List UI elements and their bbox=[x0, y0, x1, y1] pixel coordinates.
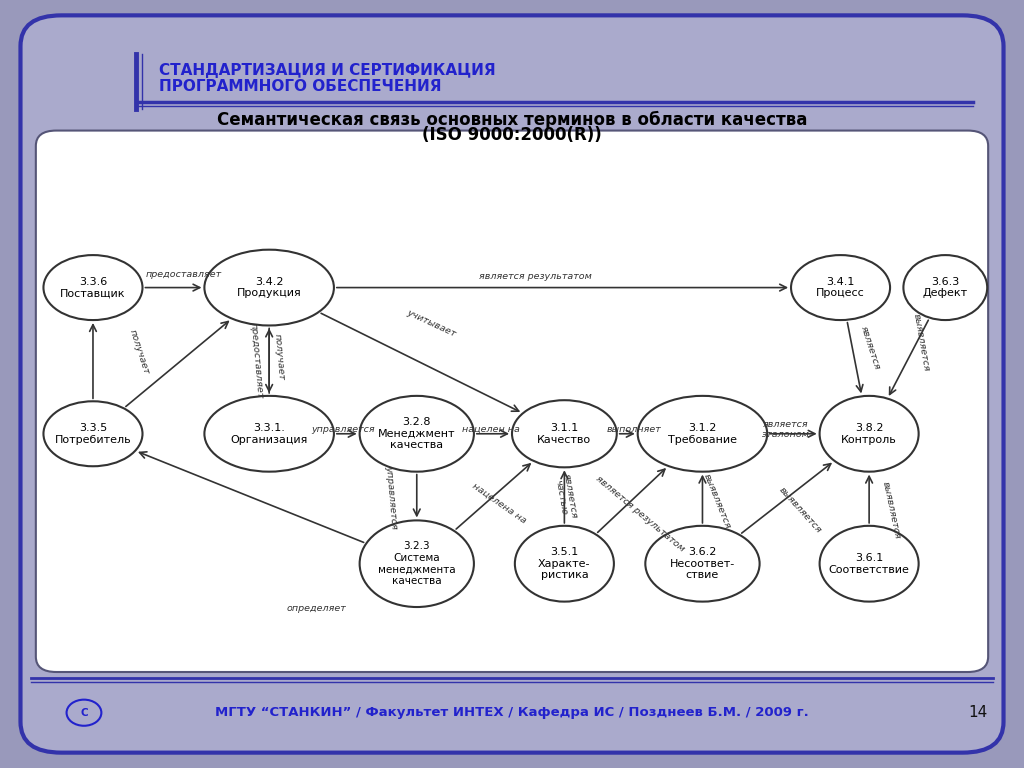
Text: выявляется: выявляется bbox=[777, 486, 823, 535]
Text: 3.1.2
Требование: 3.1.2 Требование bbox=[668, 423, 737, 445]
Text: управляется: управляется bbox=[311, 425, 375, 434]
Text: Семантическая связь основных терминов в области качества: Семантическая связь основных терминов в … bbox=[217, 111, 807, 129]
Text: является
частью: является частью bbox=[552, 472, 579, 521]
Ellipse shape bbox=[43, 255, 142, 320]
Ellipse shape bbox=[512, 400, 616, 468]
Text: выявляется: выявляется bbox=[912, 313, 931, 372]
Text: МГТУ “СТАНКИН” / Факультет ИНТЕХ / Кафедра ИС / Позднеев Б.М. / 2009 г.: МГТУ “СТАНКИН” / Факультет ИНТЕХ / Кафед… bbox=[215, 707, 809, 719]
FancyBboxPatch shape bbox=[20, 15, 1004, 753]
Text: 3.1.1
Качество: 3.1.1 Качество bbox=[538, 423, 592, 445]
Text: предоставляет: предоставляет bbox=[145, 270, 221, 279]
Text: выявляется: выявляется bbox=[881, 481, 901, 541]
Text: является результатом: является результатом bbox=[595, 474, 687, 553]
Text: учитывает: учитывает bbox=[406, 307, 457, 338]
Ellipse shape bbox=[359, 521, 474, 607]
Text: 3.8.2
Контроль: 3.8.2 Контроль bbox=[842, 423, 897, 445]
Text: 3.6.3
Дефект: 3.6.3 Дефект bbox=[923, 276, 968, 299]
Text: управляется: управляется bbox=[384, 465, 398, 530]
Text: 14: 14 bbox=[969, 705, 987, 720]
Text: выявляется: выявляется bbox=[701, 472, 732, 530]
Text: 3.6.2
Несоответ-
ствие: 3.6.2 Несоответ- ствие bbox=[670, 547, 735, 581]
Text: выполняет: выполняет bbox=[606, 425, 662, 434]
Text: 3.3.5
Потребитель: 3.3.5 Потребитель bbox=[54, 423, 131, 445]
Ellipse shape bbox=[638, 396, 767, 472]
Ellipse shape bbox=[903, 255, 987, 320]
Text: нацелен на: нацелен на bbox=[462, 425, 520, 434]
FancyBboxPatch shape bbox=[36, 131, 988, 672]
Ellipse shape bbox=[515, 526, 614, 601]
Text: нацелена на: нацелена на bbox=[471, 481, 528, 525]
Text: 3.2.8
Менеджмент
качества: 3.2.8 Менеджмент качества bbox=[378, 417, 456, 450]
Text: 3.3.1.
Организация: 3.3.1. Организация bbox=[230, 423, 308, 445]
Text: C: C bbox=[80, 707, 88, 718]
Text: 3.6.1
Соответствие: 3.6.1 Соответствие bbox=[828, 553, 909, 574]
Text: является результатом: является результатом bbox=[479, 272, 592, 281]
Text: получает: получает bbox=[127, 328, 151, 375]
Text: 3.5.1
Характе-
ристика: 3.5.1 Характе- ристика bbox=[539, 547, 591, 581]
Ellipse shape bbox=[205, 396, 334, 472]
Ellipse shape bbox=[359, 396, 474, 472]
Text: (ISO 9000:2000(R)): (ISO 9000:2000(R)) bbox=[422, 126, 602, 144]
Ellipse shape bbox=[791, 255, 890, 320]
Ellipse shape bbox=[43, 402, 142, 466]
Text: получает: получает bbox=[273, 333, 286, 381]
Text: предоставляет: предоставляет bbox=[249, 322, 264, 399]
Ellipse shape bbox=[205, 250, 334, 326]
Text: ПРОГРАММНОГО ОБЕСПЕЧЕНИЯ: ПРОГРАММНОГО ОБЕСПЕЧЕНИЯ bbox=[159, 78, 441, 94]
Text: 3.4.1
Процесс: 3.4.1 Процесс bbox=[816, 276, 865, 299]
Text: является: является bbox=[859, 325, 882, 371]
Ellipse shape bbox=[819, 396, 919, 472]
Ellipse shape bbox=[819, 526, 919, 601]
Text: определяет: определяет bbox=[287, 604, 347, 613]
Text: 3.2.3
Система
менеджмента
качества: 3.2.3 Система менеджмента качества bbox=[378, 541, 456, 586]
Text: СТАНДАРТИЗАЦИЯ И СЕРТИФИКАЦИЯ: СТАНДАРТИЗАЦИЯ И СЕРТИФИКАЦИЯ bbox=[159, 63, 496, 78]
Text: является
эталоном: является эталоном bbox=[762, 420, 810, 439]
Ellipse shape bbox=[645, 526, 760, 601]
Text: 3.4.2
Продукция: 3.4.2 Продукция bbox=[237, 276, 301, 299]
Text: 3.3.6
Поставщик: 3.3.6 Поставщик bbox=[60, 276, 126, 299]
